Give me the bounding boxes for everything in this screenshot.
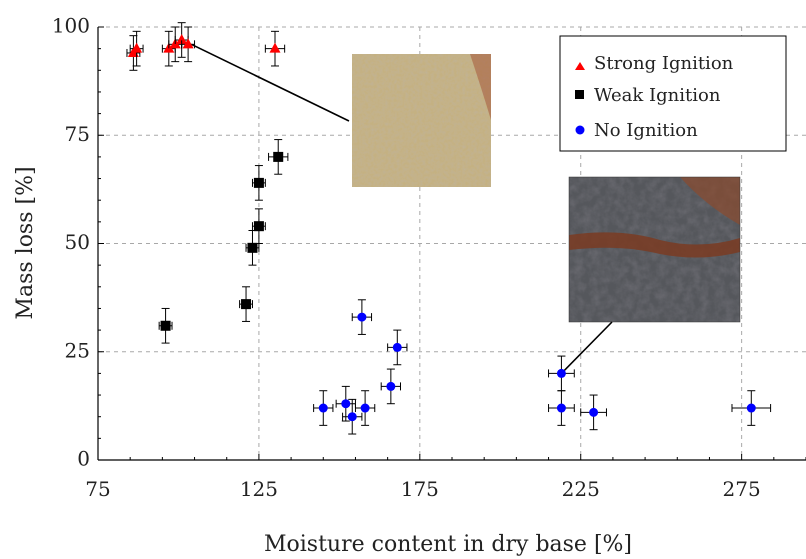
legend-box [559, 35, 787, 152]
pointer-line-moist [560, 321, 613, 374]
data-point-circle [556, 368, 566, 378]
data-point-square [247, 242, 258, 253]
legend-circle-icon [575, 125, 585, 135]
sample-photo-dry [352, 54, 491, 187]
data-point-circle [341, 399, 351, 409]
tick-labels: 0 25 50 75 100 75 125 175 225 275 [52, 14, 761, 502]
data-point-circle [392, 342, 402, 352]
data-series [126, 22, 772, 435]
series-weak-ignition [158, 139, 289, 344]
data-point-circle [746, 403, 756, 413]
y-tick-label: 0 [77, 447, 90, 471]
pointer-line-dry [190, 43, 350, 122]
data-point-circle [386, 381, 396, 391]
y-tick-label: 50 [65, 230, 90, 254]
x-tick-label: 225 [562, 477, 600, 501]
y-axis-title: Mass loss [%] [13, 166, 38, 319]
legend-triangle-icon [575, 62, 585, 70]
data-point-triangle [182, 38, 194, 49]
legend-square-icon [575, 90, 584, 99]
data-point-circle [360, 403, 370, 413]
legend-label-strong: Strong Ignition [594, 53, 734, 74]
data-point-triangle [269, 42, 281, 53]
inset-pointer-lines [190, 43, 613, 374]
data-point-circle [556, 403, 566, 413]
legend-label-weak: Weak Ignition [594, 85, 721, 106]
x-tick-label: 125 [240, 477, 278, 501]
data-point-square [253, 221, 264, 232]
data-point-square [241, 299, 252, 310]
y-tick-label: 25 [65, 338, 90, 362]
x-tick-label: 175 [401, 477, 439, 501]
series-strong-ignition [126, 22, 286, 71]
data-point-circle [318, 403, 328, 413]
sample-photo-moist [568, 176, 741, 323]
y-tick-label: 75 [65, 122, 90, 146]
x-axis-title: Moisture content in dry base [%] [264, 532, 632, 557]
y-tick-label: 100 [52, 14, 90, 38]
data-point-square [273, 151, 284, 162]
series-no-ignition [313, 299, 772, 435]
data-point-triangle [131, 42, 143, 53]
data-point-square [160, 320, 171, 331]
axes [97, 26, 806, 461]
x-tick-label: 275 [723, 477, 761, 501]
data-point-triangle [176, 33, 188, 44]
data-point-circle [347, 412, 357, 422]
data-point-square [253, 177, 264, 188]
legend-label-none: No Ignition [594, 120, 698, 141]
data-point-circle [357, 312, 367, 322]
x-tick-label: 75 [85, 477, 110, 501]
data-point-circle [589, 407, 599, 417]
legend: Strong Ignition Weak Ignition No Ignitio… [559, 35, 787, 152]
